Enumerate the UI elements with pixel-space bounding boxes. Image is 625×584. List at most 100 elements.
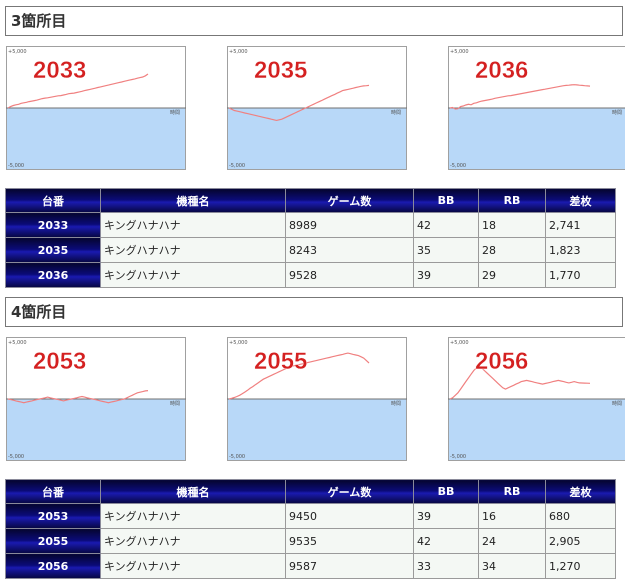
rb-count: 34 <box>478 553 546 579</box>
graph-svg: +5,000 -5,000 時間 2033 <box>6 46 186 170</box>
bb-count: 39 <box>413 262 479 288</box>
machine-number-label: 2033 <box>33 57 86 84</box>
chart-2035[interactable]: +5,000 -5,000 時間 2035 <box>227 46 407 170</box>
minus-area <box>227 108 407 170</box>
y-bottom-label: -5,000 <box>8 163 24 169</box>
model-name: キングハナハナ <box>100 553 286 579</box>
data-line <box>449 84 591 110</box>
rb-count: 18 <box>478 212 546 238</box>
data-line <box>7 73 149 109</box>
diff-medals: 680 <box>545 503 616 529</box>
table-row: 2056 キングハナハナ 9587 33 34 1,270 <box>5 553 616 579</box>
y-top-label: +5,000 <box>229 49 248 55</box>
data-line <box>449 366 591 400</box>
y-bottom-label: -5,000 <box>229 454 245 460</box>
machine-number-label: 2036 <box>475 57 528 84</box>
model-name: キングハナハナ <box>100 262 286 288</box>
rb-count: 28 <box>478 237 546 263</box>
diff-medals: 2,741 <box>545 212 616 238</box>
bb-count: 42 <box>413 212 479 238</box>
table-row: 2035 キングハナハナ 8243 35 28 1,823 <box>5 237 616 263</box>
game-count: 8989 <box>285 212 414 238</box>
minus-area <box>448 108 625 170</box>
bb-count: 33 <box>413 553 479 579</box>
header-diff: 差枚 <box>545 188 616 213</box>
x-axis-label: 時間 <box>612 110 622 116</box>
graph-svg: +5,000 -5,000 時間 2036 <box>448 46 625 170</box>
diff-medals: 2,905 <box>545 528 616 554</box>
chart-2056[interactable]: +5,000 -5,000 時間 2056 <box>448 337 625 461</box>
header-bb: BB <box>413 188 479 213</box>
machine-number-label: 2035 <box>254 57 307 84</box>
y-top-label: +5,000 <box>8 49 27 55</box>
header-machine-no: 台番 <box>5 188 101 213</box>
machine-no[interactable]: 2035 <box>5 237 101 263</box>
bb-count: 39 <box>413 503 479 529</box>
diff-medals: 1,270 <box>545 553 616 579</box>
table-row: 2033 キングハナハナ 8989 42 18 2,741 <box>5 212 616 238</box>
chart-2033[interactable]: +5,000 -5,000 時間 2033 <box>6 46 186 170</box>
game-count: 9528 <box>285 262 414 288</box>
plus-area <box>6 337 186 399</box>
game-count: 8243 <box>285 237 414 263</box>
x-axis-label: 時間 <box>170 401 180 407</box>
game-count: 9587 <box>285 553 414 579</box>
plus-area <box>448 46 625 108</box>
y-bottom-label: -5,000 <box>450 454 466 460</box>
table-row: 2055 キングハナハナ 9535 42 24 2,905 <box>5 528 616 554</box>
graph-svg: +5,000 -5,000 時間 2053 <box>6 337 186 461</box>
diff-medals: 1,770 <box>545 262 616 288</box>
y-top-label: +5,000 <box>450 49 469 55</box>
minus-area <box>6 108 186 170</box>
machine-no[interactable]: 2055 <box>5 528 101 554</box>
game-count: 9450 <box>285 503 414 529</box>
machine-no[interactable]: 2036 <box>5 262 101 288</box>
machine-number-label: 2056 <box>475 348 528 375</box>
bb-count: 42 <box>413 528 479 554</box>
y-top-label: +5,000 <box>229 340 248 346</box>
graph-svg: +5,000 -5,000 時間 2055 <box>227 337 407 461</box>
model-name: キングハナハナ <box>100 528 286 554</box>
y-bottom-label: -5,000 <box>8 454 24 460</box>
data-line <box>7 390 149 404</box>
machine-no[interactable]: 2056 <box>5 553 101 579</box>
data-line <box>228 352 370 400</box>
model-name: キングハナハナ <box>100 212 286 238</box>
slot-data-table: 台番 機種名 ゲーム数 BB RB 差枚 2053 キングハナハナ 9450 3… <box>5 479 616 579</box>
bb-count: 35 <box>413 237 479 263</box>
machine-no[interactable]: 2053 <box>5 503 101 529</box>
x-axis-label: 時間 <box>391 401 401 407</box>
machine-number-label: 2053 <box>33 348 86 375</box>
machine-no[interactable]: 2033 <box>5 212 101 238</box>
y-bottom-label: -5,000 <box>450 163 466 169</box>
table-header-row: 台番 機種名 ゲーム数 BB RB 差枚 <box>5 188 616 213</box>
table-row: 2053 キングハナハナ 9450 39 16 680 <box>5 503 616 529</box>
data-line <box>228 84 370 122</box>
rb-count: 24 <box>478 528 546 554</box>
header-diff: 差枚 <box>545 479 616 504</box>
y-top-label: +5,000 <box>450 340 469 346</box>
plus-area <box>227 337 407 399</box>
machine-number-label: 2055 <box>254 348 307 375</box>
model-name: キングハナハナ <box>100 503 286 529</box>
header-rb: RB <box>478 188 546 213</box>
chart-2055[interactable]: +5,000 -5,000 時間 2055 <box>227 337 407 461</box>
section-title: 3箇所目 <box>5 6 623 36</box>
model-name: キングハナハナ <box>100 237 286 263</box>
header-model-name: 機種名 <box>100 479 286 504</box>
table-header-row: 台番 機種名 ゲーム数 BB RB 差枚 <box>5 479 616 504</box>
slot-data-table: 台番 機種名 ゲーム数 BB RB 差枚 2033 キングハナハナ 8989 4… <box>5 188 616 288</box>
header-rb: RB <box>478 479 546 504</box>
header-bb: BB <box>413 479 479 504</box>
y-top-label: +5,000 <box>8 340 27 346</box>
minus-area <box>448 399 625 461</box>
header-game-count: ゲーム数 <box>285 188 414 213</box>
rb-count: 16 <box>478 503 546 529</box>
plus-area <box>227 46 407 108</box>
graph-svg: +5,000 -5,000 時間 2035 <box>227 46 407 170</box>
header-model-name: 機種名 <box>100 188 286 213</box>
chart-2036[interactable]: +5,000 -5,000 時間 2036 <box>448 46 625 170</box>
chart-2053[interactable]: +5,000 -5,000 時間 2053 <box>6 337 186 461</box>
minus-area <box>6 399 186 461</box>
rb-count: 29 <box>478 262 546 288</box>
